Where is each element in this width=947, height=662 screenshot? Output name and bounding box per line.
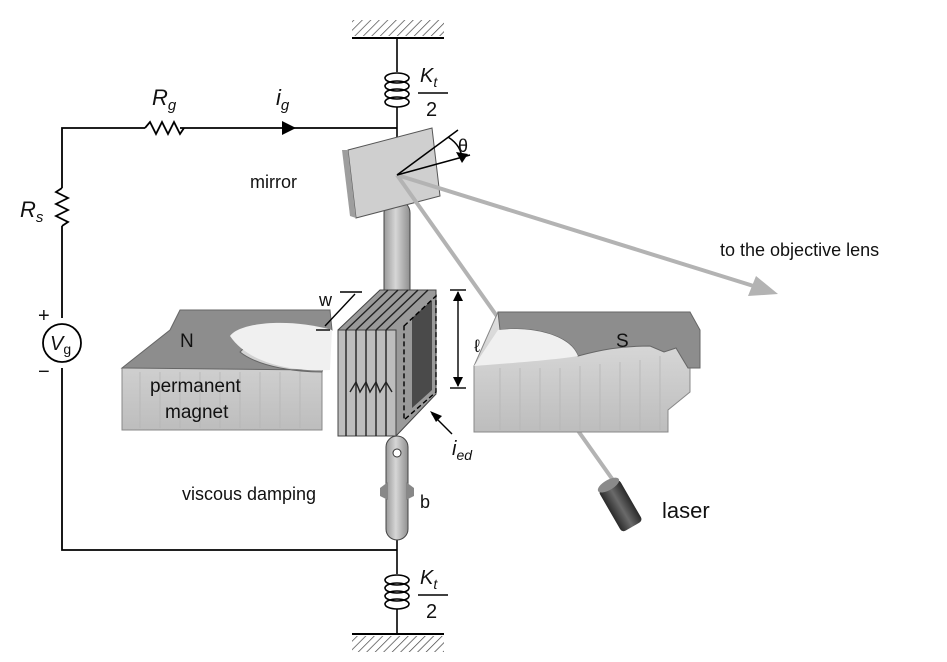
objective-label: to the objective lens (720, 240, 879, 260)
right-magnet (473, 311, 701, 433)
mirror-label: mirror (250, 172, 297, 192)
theta-label: θ (458, 136, 468, 156)
top-spring (384, 38, 410, 148)
theta-arrowhead (456, 152, 468, 163)
laser-device (597, 477, 642, 532)
kt-top-label: Kt (420, 65, 438, 90)
voltage-source (42, 323, 82, 363)
w-label: w (318, 290, 333, 310)
laser-label: laser (662, 498, 710, 523)
ied-arrow (430, 411, 453, 435)
permanent-label: permanent (150, 376, 242, 397)
viscous-damping-label: viscous damping (182, 484, 316, 504)
ground-bottom (352, 633, 444, 652)
ell-arrow-top (453, 291, 463, 301)
bottom-spring (384, 540, 410, 634)
ell-label: ℓ (474, 336, 480, 356)
left-magnet (120, 309, 333, 431)
south-pole-label: S (616, 331, 629, 352)
ell-dimension (450, 289, 466, 389)
rs-label: Rs (20, 197, 44, 226)
ig-label: ig (276, 85, 290, 114)
mirror-plate (342, 127, 441, 219)
kt-bottom-denominator: 2 (426, 601, 437, 623)
damping-b-label: b (420, 492, 430, 512)
shaft-lower (380, 435, 414, 541)
coil (337, 289, 437, 437)
vg-label: Vg (50, 333, 71, 357)
kt-bottom-label: Kt (420, 567, 438, 592)
laser-beam-reflected (396, 173, 778, 296)
magnet-label: magnet (165, 402, 229, 423)
kt-top-denominator: 2 (426, 99, 437, 121)
current-arrow (282, 121, 296, 135)
ground-top (352, 20, 444, 39)
rg-label: Rg (152, 85, 177, 114)
plus-label: + (38, 305, 50, 327)
ied-label: ied (452, 438, 473, 463)
north-pole-label: N (180, 331, 194, 352)
w-dimension (316, 291, 362, 331)
ell-arrow-bottom (453, 377, 463, 387)
minus-label: − (38, 361, 50, 383)
circuit-wires (53, 119, 397, 551)
